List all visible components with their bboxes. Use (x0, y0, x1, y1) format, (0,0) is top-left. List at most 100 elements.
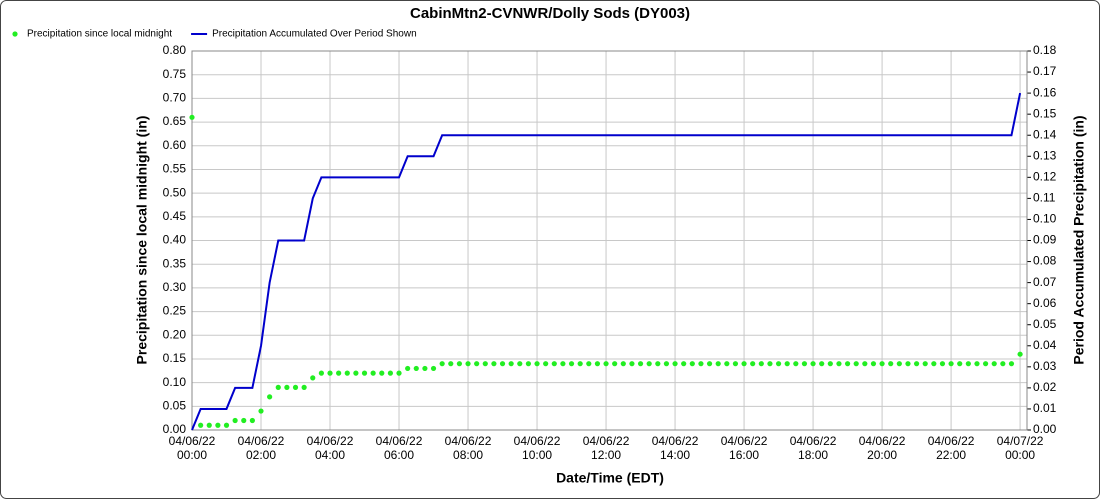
data-point (775, 361, 782, 367)
data-point (948, 361, 954, 367)
data-point (405, 365, 411, 372)
y2-tick-label: 0.13 (1033, 148, 1057, 162)
legend-label: Precipitation Accumulated Over Period Sh… (212, 29, 417, 40)
y2-tick-label: 0.04 (1033, 338, 1057, 352)
x-tick-label: 12:00 (591, 448, 621, 462)
y-tick-label: 0.40 (163, 233, 187, 247)
data-point (594, 361, 601, 367)
data-point (241, 417, 247, 424)
data-point (189, 114, 195, 120)
x-tick-label: 00:00 (177, 448, 207, 462)
x-tick-label: 16:00 (729, 448, 759, 462)
data-point (698, 361, 704, 367)
data-point (991, 361, 997, 367)
data-point (758, 361, 764, 367)
x-tick-label: 04/06/22 (376, 434, 423, 448)
y2-tick-label: 0.06 (1033, 296, 1057, 310)
data-point (844, 361, 851, 367)
x-tick-label: 14:00 (660, 448, 690, 462)
y2-tick-label: 0.12 (1033, 170, 1057, 184)
data-point (724, 361, 730, 367)
data-point (1017, 351, 1023, 357)
data-point (629, 361, 635, 367)
y2-tick-label: 0.18 (1033, 43, 1057, 57)
x-tick-label: 18:00 (798, 448, 828, 462)
data-point (655, 361, 661, 367)
data-point (448, 361, 454, 367)
x-tick-label: 04/06/22 (238, 434, 285, 448)
data-point (827, 361, 833, 367)
data-point (905, 361, 911, 367)
data-point (275, 384, 281, 390)
data-point (663, 361, 670, 367)
x-tick-label: 04:00 (315, 448, 345, 462)
y-tick-label: 0.15 (163, 351, 187, 365)
data-point (215, 422, 221, 428)
data-point (370, 370, 376, 376)
data-point (318, 370, 324, 376)
data-point (1000, 361, 1006, 367)
data-point (482, 361, 488, 367)
data-point (534, 361, 540, 367)
data-point (517, 361, 523, 367)
x-tick-label: 04/06/22 (928, 434, 975, 448)
data-point (965, 361, 971, 367)
y-tick-label: 0.35 (163, 256, 187, 270)
data-point (922, 361, 928, 367)
x-tick-label: 04/06/22 (583, 434, 630, 448)
data-point (379, 370, 385, 376)
x-tick-label: 04/06/22 (307, 434, 354, 448)
x-tick-label: 20:00 (867, 448, 897, 462)
y2-tick-label: 0.07 (1033, 275, 1057, 289)
x-tick-label: 04/06/22 (514, 434, 561, 448)
y2-tick-label: 0.09 (1033, 233, 1057, 247)
data-point (888, 361, 894, 367)
data-point (258, 408, 264, 414)
data-point (413, 365, 419, 372)
data-point (249, 417, 255, 424)
data-point (456, 361, 463, 367)
x-tick-label: 08:00 (453, 448, 483, 462)
x-axis-label: Date/Time (EDT) (556, 470, 664, 486)
data-point (568, 361, 575, 367)
data-point (982, 361, 989, 367)
data-point (750, 361, 756, 367)
data-point (913, 361, 920, 367)
y2-axis-label: Period Accumulated Precipitation (in) (1071, 115, 1087, 364)
y2-tick-label: 0.01 (1033, 401, 1057, 415)
x-tick-label: 22:00 (936, 448, 966, 462)
x-tick-label: 02:00 (246, 448, 276, 462)
data-point (612, 361, 618, 367)
data-point (637, 361, 644, 367)
data-point (430, 365, 437, 372)
x-tick-label: 04/06/22 (790, 434, 837, 448)
data-point (870, 361, 877, 367)
data-point (939, 361, 946, 367)
x-tick-label: 04/06/22 (652, 434, 699, 448)
y2-tick-label: 0.16 (1033, 85, 1057, 99)
y-tick-label: 0.25 (163, 304, 187, 318)
data-point (422, 365, 428, 372)
data-point (543, 361, 549, 367)
data-point (646, 361, 652, 367)
data-point (310, 375, 316, 381)
data-point (206, 422, 212, 428)
y2-tick-label: 0.17 (1033, 64, 1057, 78)
x-tick-label: 04/06/22 (169, 434, 216, 448)
data-point (767, 361, 773, 367)
data-point (784, 361, 790, 367)
plot-border (191, 50, 1028, 431)
y2-tick-label: 0.10 (1033, 212, 1057, 226)
y-tick-label: 0.10 (163, 375, 187, 389)
data-point (301, 384, 307, 390)
data-line (191, 92, 1022, 431)
y2-tick-label: 0.02 (1033, 380, 1057, 394)
data-point (819, 361, 825, 367)
data-point (353, 370, 359, 376)
data-point (560, 361, 566, 367)
data-point (681, 361, 687, 367)
data-point (223, 422, 230, 428)
data-point (879, 361, 885, 367)
y2-tick-label: 0.14 (1033, 127, 1057, 141)
